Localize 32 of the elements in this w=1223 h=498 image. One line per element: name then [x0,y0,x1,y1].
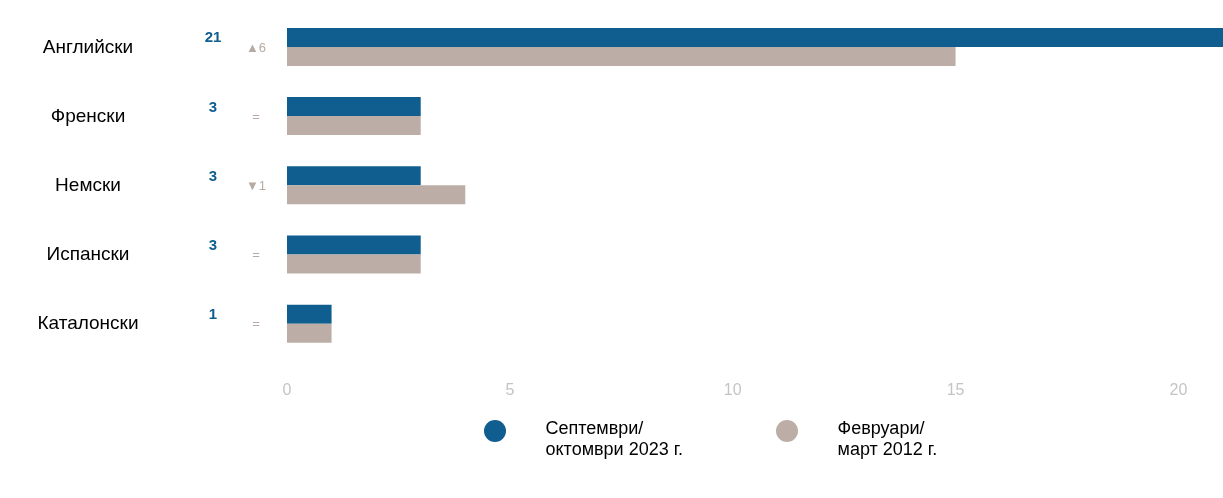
legend-label: Септември/ октомври 2023 г. [545,418,685,459]
bar [287,235,421,255]
x-tick-label: 5 [505,381,515,399]
data-label: 1 [208,305,218,323]
x-tick-label: 20 [1169,381,1188,399]
data-label: 3 [208,236,218,254]
data-label: 3 [208,166,218,184]
text: ▲6 [245,39,267,55]
bar [287,185,466,205]
y-tick-label: Каталонски [37,312,139,334]
legend-label: Февруари/ март 2012 г. [837,418,939,459]
text: = [252,108,260,124]
text: = [252,316,260,332]
bar [287,323,332,343]
y-tick-label: Френски [50,104,126,126]
bar [287,116,421,136]
data-label: 3 [208,97,218,115]
x-tick-label: 15 [946,381,965,399]
data-label: 21 [204,28,222,46]
bar [287,304,332,324]
text: ▼1 [245,178,267,193]
x-tick-label: 0 [282,381,292,399]
y-tick-label: Английски [42,35,134,57]
bar [287,254,421,274]
bar [287,166,421,186]
y-tick-label: Испански [46,243,130,265]
bar [287,97,421,117]
x-tick-label: 10 [723,381,742,399]
bar [287,46,956,66]
y-tick-label: Немски [55,174,121,195]
text: = [252,247,260,263]
bar [287,27,1223,47]
